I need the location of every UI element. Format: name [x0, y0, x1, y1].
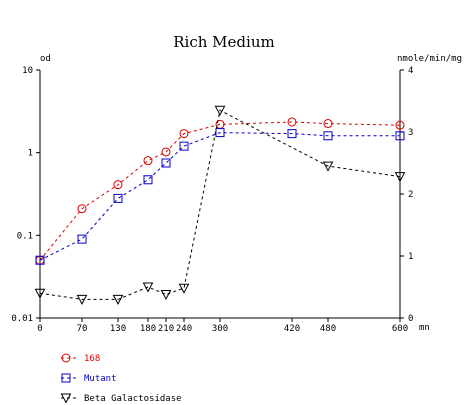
data-point	[322, 161, 334, 172]
series-line	[39, 121, 401, 261]
left-tick-label: 0.01	[11, 314, 33, 324]
data-point	[77, 204, 87, 214]
data-point	[77, 234, 87, 244]
data-point	[287, 129, 297, 139]
data-point	[76, 294, 88, 305]
legend-item: Mutant	[61, 373, 117, 384]
data-point	[161, 147, 171, 157]
data-point	[323, 119, 333, 129]
legend-marker	[60, 393, 72, 404]
data-point	[113, 180, 123, 190]
x-tick-label: 300	[212, 324, 228, 334]
data-point	[34, 288, 46, 299]
data-point	[112, 294, 124, 305]
right-tick-label: 4	[408, 66, 413, 76]
right-tick-label: 3	[408, 128, 413, 138]
data-point	[214, 105, 226, 116]
right-tick-label: 1	[408, 252, 413, 262]
series-3	[34, 105, 406, 305]
data-point	[395, 131, 405, 141]
data-point	[160, 289, 172, 301]
x-axis-unit-label: mn	[419, 323, 430, 333]
data-point	[179, 141, 189, 151]
x-tick-label: 240	[176, 324, 192, 334]
x-tick-label: 480	[320, 324, 336, 334]
data-point	[323, 131, 333, 141]
x-tick-label: 70	[77, 324, 88, 334]
right-tick-label: 2	[408, 190, 413, 200]
legend: 168 Mutant Beta Galactosidase	[60, 353, 182, 404]
x-tick-label: 600	[392, 324, 408, 334]
series-layer	[34, 105, 406, 305]
legend-label: Beta Galactosidase	[84, 394, 182, 404]
data-point	[143, 175, 153, 185]
legend-item: 168	[61, 353, 100, 364]
data-point	[215, 119, 225, 129]
legend-marker	[61, 353, 71, 363]
x-tick-label: 130	[110, 324, 126, 334]
right-axis-ticks: 0 1 2 3 4	[400, 66, 413, 324]
left-tick-label: 10	[22, 66, 33, 76]
x-tick-label: 180	[140, 324, 156, 334]
data-point	[35, 255, 45, 265]
data-point	[394, 172, 406, 183]
data-point	[113, 193, 123, 203]
legend-item: Beta Galactosidase	[60, 393, 182, 404]
data-point	[178, 283, 190, 294]
legend-marker	[61, 373, 71, 383]
series-line	[39, 109, 401, 300]
left-tick-label: 1	[28, 149, 33, 159]
left-tick-label: 0.1	[17, 231, 33, 241]
series-1	[35, 117, 405, 265]
data-point	[143, 156, 153, 166]
x-tick-label: 420	[284, 324, 300, 334]
data-point	[395, 120, 405, 130]
x-tick-label: 210	[158, 324, 174, 334]
legend-label: Mutant	[84, 374, 117, 384]
data-point	[179, 129, 189, 139]
legend-label: 168	[84, 354, 100, 364]
right-axis-label: nmole/min/mg	[397, 54, 462, 64]
left-axis-label: od	[40, 54, 51, 64]
chart-title: Rich Medium	[173, 33, 274, 51]
series-2	[35, 128, 405, 265]
data-point	[161, 158, 171, 168]
left-axis-ticks: 0.01 0.1 1 10	[11, 66, 40, 324]
data-point	[142, 282, 154, 293]
right-tick-label: 0	[408, 314, 413, 324]
data-point	[287, 117, 297, 127]
x-tick-label: 0	[37, 324, 42, 334]
series-line	[39, 132, 400, 261]
x-axis-ticks: 0 70 130 180 210 240 300 420 480 600	[37, 318, 408, 334]
